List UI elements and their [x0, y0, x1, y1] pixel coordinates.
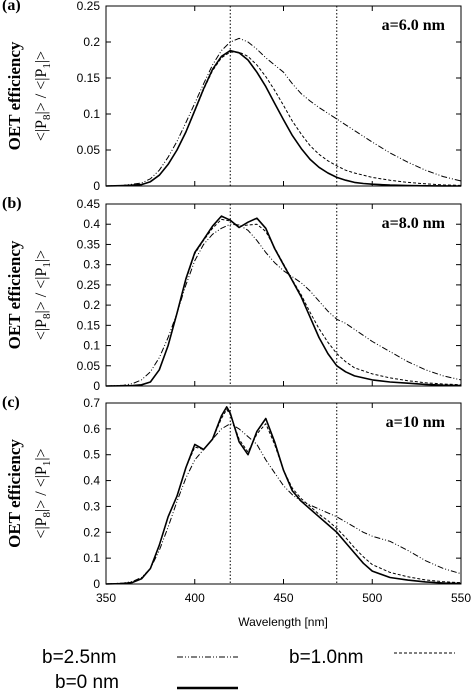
y-axis-label-ratio: <|P8|> / <|P1|>	[33, 51, 53, 141]
y-tick-label: 0.1	[83, 551, 100, 565]
y-tick-label: 0.3	[83, 499, 100, 513]
y-label-subscript: 1	[41, 461, 53, 467]
y-label-subscript: 8	[41, 313, 53, 319]
y-axis-label-main: OET efficiency	[5, 439, 24, 548]
panel-c: 0 0.1 0.2 0.3 0.4 0.5 0.6 0.7 350 400 450 500 550 a=1…	[2, 394, 471, 605]
y-label-text: |>	[33, 250, 50, 262]
y-label-text: <|P	[33, 517, 50, 538]
series-line-dash-dot	[105, 223, 462, 387]
series-line-dashed	[105, 218, 462, 387]
y-tick-label: 0.2	[83, 35, 100, 49]
y-tick-label: 0.15	[77, 318, 101, 332]
y-tick-label: 0.7	[83, 396, 100, 410]
y-label-text: |> / <|P	[33, 69, 50, 115]
series-line-solid	[105, 215, 462, 387]
y-label-text: |> / <|P	[33, 466, 50, 512]
y-tick-label: 0.3	[83, 258, 100, 272]
y-tick-label: 0	[93, 179, 100, 193]
panel-label: (c)	[2, 394, 20, 411]
y-tick-label: 0.5	[83, 448, 100, 462]
x-tick-label: 350	[96, 591, 116, 605]
y-tick-label: 0.1	[83, 339, 100, 353]
y-axis-label-ratio: <|P8|> / <|P1|>	[33, 448, 53, 538]
y-tick-label: 0.45	[77, 197, 101, 211]
y-tick-label: 0.35	[77, 237, 101, 251]
panels: 0 0.05 0.1 0.15 0.2 0.25 a=6.0 nm (a) OET effici…	[2, 0, 471, 605]
series-line-dash-dot	[105, 37, 462, 187]
y-tick-label: 0.25	[77, 0, 101, 13]
y-label-text: |> / <|P	[33, 268, 50, 314]
panel-b: 0 0.05 0.1 0.15 0.2 0.25 0.3 0.35 0.4 0.45 a=8.0 n…	[2, 195, 462, 393]
y-tick-label: 0.6	[83, 422, 100, 436]
legend-label-b2p5: b=2.5nm	[42, 647, 116, 668]
y-tick-label: 0.05	[77, 143, 101, 157]
y-tick-label: 0.2	[83, 298, 100, 312]
y-label-text: <|P	[33, 319, 50, 340]
y-axis-label-main: OET efficiency	[5, 41, 24, 150]
y-tick-label: 0.4	[83, 474, 100, 488]
series-line-dashed	[105, 409, 462, 585]
y-label-subscript: 8	[41, 511, 53, 517]
y-label-subscript: 1	[41, 63, 53, 69]
y-axis-label-main: OET efficiency	[5, 240, 24, 349]
series-line-dash-dot	[105, 423, 462, 585]
panel-label: (b)	[2, 195, 22, 212]
x-axis-label: Wavelength [nm]	[238, 615, 328, 629]
legend: b=2.5nm b=1.0nm b=0 nm	[42, 647, 455, 690]
y-tick-label: 0.15	[77, 71, 101, 85]
x-tick-label: 550	[451, 591, 471, 605]
legend-label-b1p0: b=1.0nm	[289, 647, 363, 668]
y-label-subscript: 1	[41, 262, 53, 268]
legend-label-b0: b=0 nm	[55, 672, 119, 690]
y-tick-label: 0.05	[77, 359, 101, 373]
panel-label: (a)	[2, 0, 21, 14]
series-line-solid	[105, 406, 462, 585]
x-tick-label: 400	[185, 591, 205, 605]
y-axis-label-ratio: <|P8|> / <|P1|>	[33, 250, 53, 340]
panel-annotation: a=6.0 nm	[382, 17, 446, 34]
panel-a: 0 0.05 0.1 0.15 0.2 0.25 a=6.0 nm (a) OET effici…	[2, 0, 462, 193]
y-label-text: |>	[33, 448, 50, 460]
x-tick-label: 500	[362, 591, 382, 605]
y-tick-label: 0.1	[83, 107, 100, 121]
y-tick-label: 0	[93, 379, 100, 393]
y-label-text: <|P	[33, 120, 50, 141]
series-line-solid	[105, 49, 462, 187]
y-label-text: |>	[33, 51, 50, 63]
x-tick-label: 450	[273, 591, 293, 605]
y-tick-label: 0.4	[83, 217, 100, 231]
y-tick-label: 0.2	[83, 525, 100, 539]
y-tick-label: 0.25	[77, 278, 101, 292]
panel-annotation: a=10 nm	[386, 414, 446, 431]
panel-annotation: a=8.0 nm	[382, 215, 446, 232]
y-tick-label: 0	[93, 577, 100, 591]
y-label-subscript: 8	[41, 114, 53, 120]
